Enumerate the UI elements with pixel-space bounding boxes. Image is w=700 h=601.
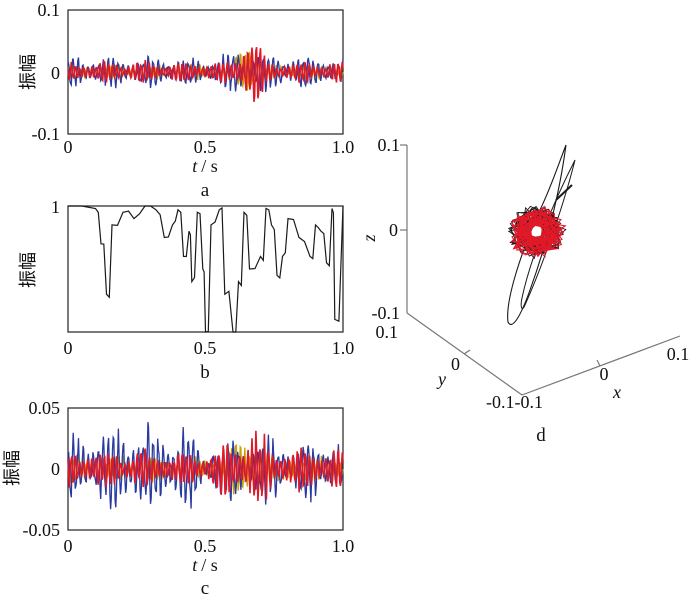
panel-b-xtick-1: 0.5 (194, 338, 217, 358)
panel-d-ytick-mid: 0 (451, 354, 460, 374)
panel-a-ytick-mid: 0 (51, 63, 60, 83)
panel-a-xtick-1: 0.5 (194, 137, 217, 157)
panel-a-ytick-bot: -0.1 (32, 124, 61, 144)
trajectory-spur (555, 184, 573, 201)
panel-b-series-line (68, 205, 344, 333)
trajectory-core-red (510, 205, 567, 259)
panel-d-trajectory (507, 144, 576, 325)
panel-d-xtick-end: 0.1 (667, 344, 690, 364)
panel-c-ytick-bot: -0.05 (23, 520, 61, 540)
panel-d-xtick-mid: 0 (600, 364, 609, 384)
panel-d-zlabel: z (359, 234, 379, 242)
panel-a-ylabel: 振幅 (18, 54, 38, 90)
panel-c-ylabel: 振幅 (2, 450, 22, 486)
panel-b-xtick-0: 0 (64, 338, 73, 358)
panel-d-axes (400, 144, 681, 396)
panel-d-ytick-top: 0.1 (376, 322, 399, 342)
panel-d-label: d (536, 425, 546, 446)
panel-a-xtick-2: 1.0 (332, 137, 355, 157)
panel-d-ztick-top: 0.1 (378, 135, 401, 155)
panel-d-ylabel: y (436, 369, 446, 389)
panel-a-xlabel: t / s (192, 156, 218, 176)
panel-a-xtick-0: 0 (64, 137, 73, 157)
panel-d-xlabel: x (612, 382, 621, 402)
panel-b-ytick-top: 1 (51, 197, 60, 217)
panel-d-corner-ticks: -0.1-0.1 (486, 392, 543, 412)
panel-d-xtick-mark (596, 359, 601, 367)
panel-d-ztick-mid: 0 (389, 220, 398, 240)
panel-c: 0.05 0 -0.05 振幅 0 0.5 1.0 t / s c (2, 398, 354, 599)
panel-c-xlabel: t / s (192, 555, 218, 575)
panel-b-xtick-2: 1.0 (332, 338, 355, 358)
panel-b-ylabel: 振幅 (18, 252, 38, 288)
panel-d-ztick-bot: -0.1 (372, 303, 401, 323)
panel-b-label: b (200, 362, 210, 383)
panel-a: 0.1 0 -0.1 振幅 0 0.5 1.0 t / s a (18, 0, 354, 201)
series-red-line (67, 430, 344, 502)
panel-c-traces (67, 422, 344, 510)
panel-c-xtick-2: 1.0 (332, 536, 355, 556)
panel-d-ytick-mark (463, 349, 471, 355)
panel-c-xtick-1: 0.5 (194, 536, 217, 556)
panel-c-xtick-0: 0 (64, 536, 73, 556)
panel-d-x-axis (521, 335, 681, 396)
panel-c-label: c (201, 578, 209, 599)
panel-c-ytick-mid: 0 (51, 459, 60, 479)
panel-d: 0.1 0 -0.1 z 0.1 0 y -0.1-0.1 0 x 0.1 d (359, 135, 689, 446)
series-red-line (67, 46, 344, 102)
panel-b: 1 振幅 0 0.5 1.0 b (18, 197, 354, 383)
panel-a-ytick-top: 0.1 (38, 0, 61, 20)
panel-a-label: a (201, 180, 210, 201)
panel-a-traces (67, 46, 344, 102)
panel-c-ytick-top: 0.05 (29, 398, 61, 418)
